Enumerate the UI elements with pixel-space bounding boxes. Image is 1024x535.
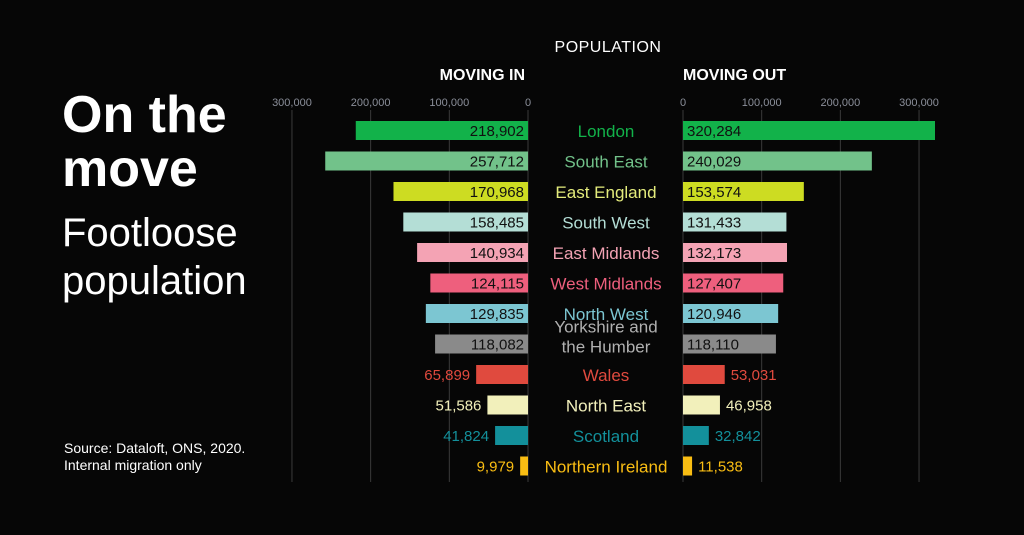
value-label-moving-out: 46,958 <box>726 398 772 415</box>
source-line-2: Internal migration only <box>64 457 202 473</box>
tick-label-right-0: 0 <box>680 97 686 109</box>
category-label: South East <box>564 153 647 172</box>
row-northern-ireland: 9,979 11,538 Northern Ireland <box>477 456 743 477</box>
category-label: South West <box>562 214 650 233</box>
category-label-line-2: the Humber <box>562 338 651 357</box>
category-label: North East <box>566 397 647 416</box>
tick-label-left-0: 300,000 <box>272 97 312 109</box>
row-scotland: 41,824 32,842 Scotland <box>443 426 761 446</box>
value-label-moving-out: 127,407 <box>687 276 741 293</box>
value-label-moving-out: 32,842 <box>715 428 761 445</box>
tick-label-left-1: 200,000 <box>351 97 391 109</box>
bar-moving-out <box>683 273 784 293</box>
bar-moving-in <box>355 121 528 140</box>
title-line-2: move <box>62 140 198 198</box>
tick-label-right-2: 200,000 <box>820 97 860 109</box>
bar-moving-out <box>683 395 720 415</box>
row-south-west: 158,485 131,433 South West <box>403 212 787 233</box>
value-label-moving-out: 320,284 <box>687 123 741 140</box>
bar-moving-in <box>425 304 528 323</box>
subtitle-line-1: Footloose <box>62 211 238 255</box>
category-label: East England <box>555 183 656 202</box>
value-label-moving-in: 51,586 <box>436 398 482 415</box>
value-label-moving-out: 53,031 <box>731 367 777 384</box>
bar-moving-out <box>683 212 787 232</box>
bar-moving-out <box>683 334 776 354</box>
value-label-moving-in: 41,824 <box>443 428 489 445</box>
row-east-england: 170,968 153,574 East England <box>393 182 804 202</box>
bar-moving-out <box>683 365 725 384</box>
tick-label-left-2: 100,000 <box>429 97 469 109</box>
bar-moving-out <box>683 426 709 445</box>
bar-moving-in <box>403 212 528 232</box>
category-label: Scotland <box>573 427 639 446</box>
bar-moving-in <box>495 426 528 445</box>
page-title: On the move <box>62 88 227 196</box>
row-east-midlands: 140,934 132,173 East Midlands <box>417 243 787 263</box>
value-label-moving-in: 124,115 <box>471 276 524 293</box>
category-label: Northern Ireland <box>545 458 668 477</box>
bar-moving-in <box>487 395 528 415</box>
bar-moving-out <box>683 456 693 476</box>
page-subtitle: Footloose population <box>62 209 247 305</box>
bar-moving-in <box>435 334 528 354</box>
row-wales: 65,899 53,031 Wales <box>424 365 777 385</box>
value-label-moving-in: 170,968 <box>470 184 524 201</box>
value-label-moving-in: 140,934 <box>470 245 524 262</box>
tick-label-right-1: 100,000 <box>742 97 782 109</box>
bar-moving-in <box>520 456 528 476</box>
chart-title: POPULATION <box>555 39 662 56</box>
value-label-moving-out: 132,173 <box>687 245 741 262</box>
title-line-1: On the <box>62 86 227 144</box>
source-note: Source: Dataloft, ONS, 2020. Internal mi… <box>64 440 245 474</box>
category-label-line-1: Yorkshire and <box>554 318 657 337</box>
value-label-moving-in: 257,712 <box>470 154 524 171</box>
row-west-midlands: 124,115 127,407 West Midlands <box>430 273 784 294</box>
bar-moving-out <box>683 151 872 171</box>
value-label-moving-in: 118,082 <box>471 337 524 354</box>
tick-label-right-3: 300,000 <box>899 97 939 109</box>
value-label-moving-in: 9,979 <box>477 459 515 476</box>
value-label-moving-in: 218,902 <box>470 123 524 140</box>
value-label-moving-out: 153,574 <box>687 184 741 201</box>
category-label: West Midlands <box>550 275 661 294</box>
source-line-1: Source: Dataloft, ONS, 2020. <box>64 440 246 456</box>
value-label-moving-in: 158,485 <box>470 215 524 232</box>
value-label-moving-out: 11,538 <box>698 459 743 476</box>
bar-moving-out <box>683 121 935 140</box>
row-north-west: 129,835 120,946 North West <box>425 304 779 324</box>
category-label: London <box>578 122 635 141</box>
row-london: 218,902 320,284 London <box>355 121 935 141</box>
gridlines <box>291 110 920 482</box>
bars: 218,902 320,284 London 257,712 240,029 South … <box>325 121 935 477</box>
left-axis-title: MOVING IN <box>440 67 525 84</box>
value-label-moving-out: 131,433 <box>687 215 741 232</box>
value-label-moving-in: 65,899 <box>424 367 470 384</box>
bar-moving-out <box>683 182 804 201</box>
value-label-moving-out: 118,110 <box>687 337 739 354</box>
bar-moving-out <box>683 243 787 262</box>
bar-moving-out <box>683 304 779 323</box>
right-axis-title: MOVING OUT <box>683 67 786 84</box>
category-label: East Midlands <box>553 244 660 263</box>
bar-moving-in <box>430 273 528 293</box>
row-south-east: 257,712 240,029 South East <box>325 151 872 172</box>
row-north-east: 51,586 46,958 North East <box>436 395 772 416</box>
category-label: Wales <box>583 366 630 385</box>
value-label-moving-out: 240,029 <box>687 154 741 171</box>
tick-label-left-3: 0 <box>525 97 531 109</box>
value-label-moving-in: 129,835 <box>470 306 524 323</box>
bar-moving-in <box>325 151 528 171</box>
value-label-moving-out: 120,946 <box>687 306 741 323</box>
tick-labels: 300,000 200,000 100,000 0 0 100,000 200,000 300… <box>272 97 939 109</box>
bar-moving-in <box>476 365 528 384</box>
bar-moving-in <box>393 182 528 201</box>
bar-moving-in <box>417 243 528 262</box>
subtitle-line-2: population <box>62 259 247 303</box>
category-label: North West <box>564 305 649 324</box>
